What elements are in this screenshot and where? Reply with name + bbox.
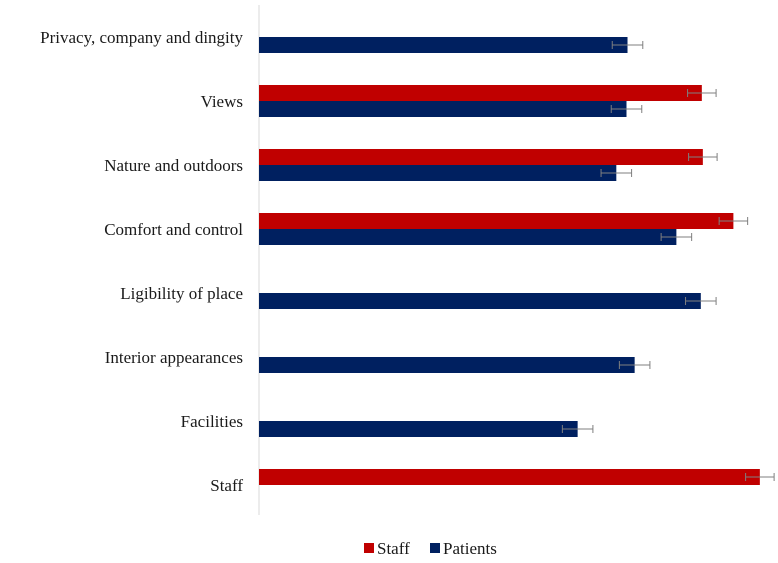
category-label: Interior appearances xyxy=(105,348,243,367)
category-label: Privacy, company and dingity xyxy=(40,28,243,47)
bar-patients xyxy=(259,421,578,437)
legend-swatch xyxy=(430,543,440,553)
error-bars xyxy=(561,41,775,481)
bar-staff xyxy=(259,85,702,101)
legend-label: Patients xyxy=(443,539,497,558)
bar-patients xyxy=(259,37,628,53)
bars xyxy=(259,37,760,485)
legend-item-staff: Staff xyxy=(364,539,410,558)
legend-label: Staff xyxy=(377,539,410,558)
bar-patients xyxy=(259,229,677,245)
bar-patients xyxy=(259,357,635,373)
error-bar xyxy=(611,41,644,49)
error-bar xyxy=(600,169,633,177)
bar-staff xyxy=(259,149,703,165)
error-bar xyxy=(687,89,717,97)
category-label: Nature and outdoors xyxy=(104,156,243,175)
error-bar xyxy=(718,217,749,225)
error-bar xyxy=(618,361,651,369)
category-label: Views xyxy=(201,92,243,111)
error-bar xyxy=(610,105,643,113)
bar-patients xyxy=(259,101,627,117)
category-label: Facilities xyxy=(181,412,243,431)
legend-item-patients: Patients xyxy=(430,539,497,558)
bar-patients xyxy=(259,293,701,309)
error-bar xyxy=(745,473,775,481)
error-bar xyxy=(688,153,718,161)
category-label: Comfort and control xyxy=(104,220,243,239)
error-bar xyxy=(685,297,717,305)
legend-swatch xyxy=(364,543,374,553)
error-bar xyxy=(561,425,594,433)
bar-staff xyxy=(259,213,734,229)
legend: Staff Patients xyxy=(364,539,497,558)
bar-patients xyxy=(259,165,617,181)
bar-staff xyxy=(259,469,760,485)
category-label: Ligibility of place xyxy=(120,284,243,303)
category-labels: Privacy, company and dingity Views Nature … xyxy=(40,28,243,495)
error-bar xyxy=(660,233,693,241)
category-label: Staff xyxy=(210,476,243,495)
